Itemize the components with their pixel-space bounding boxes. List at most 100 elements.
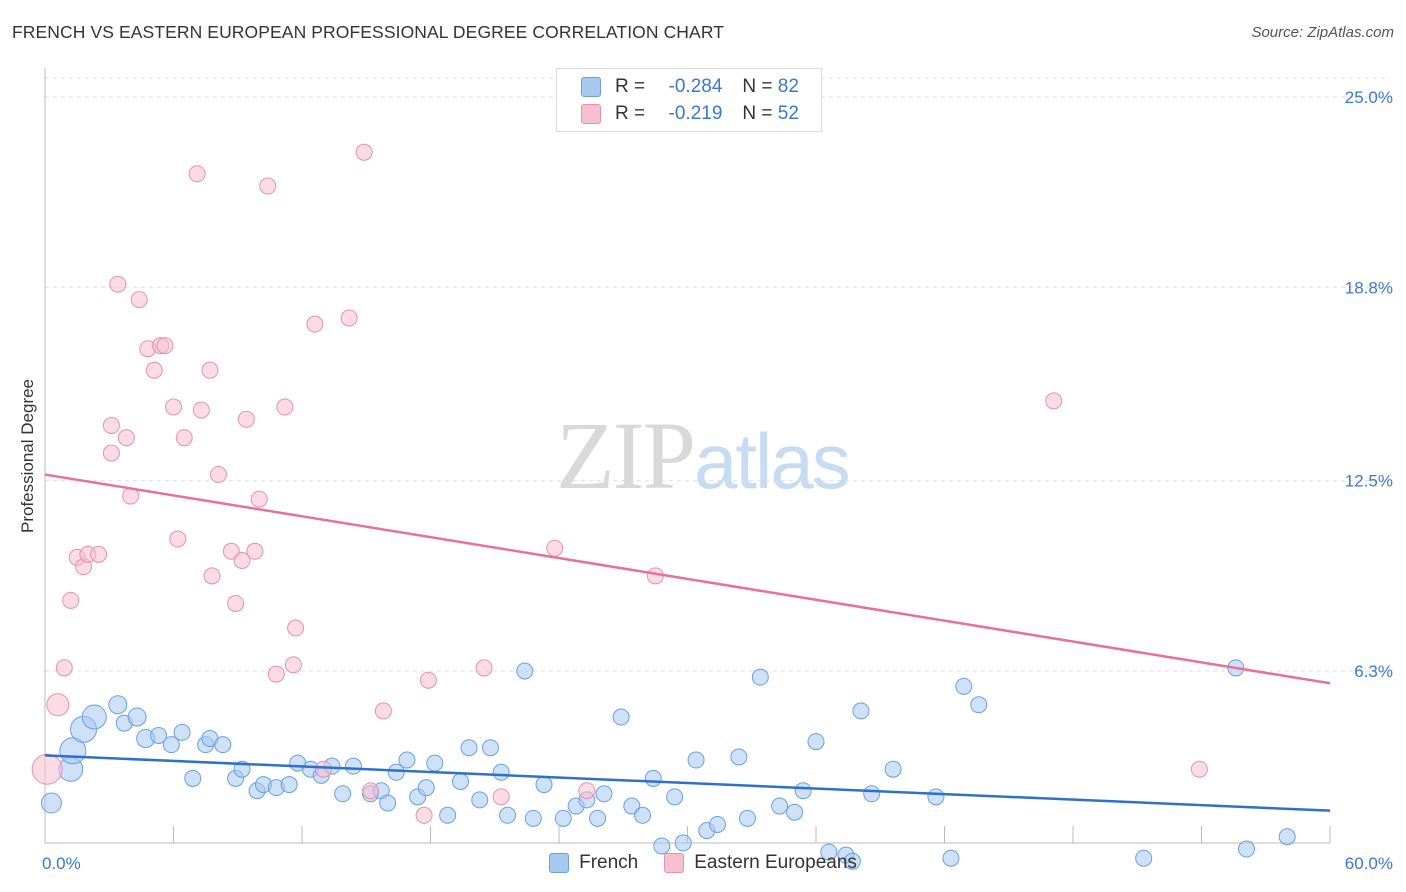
eastern-point: [276, 398, 294, 416]
french-point: [150, 726, 168, 744]
french-point: [927, 788, 945, 806]
french-point: [379, 794, 397, 812]
french-point: [738, 809, 756, 827]
legend-swatch-french: [581, 77, 601, 97]
x-tick-label: 60.0%: [1345, 854, 1393, 873]
french-point: [644, 769, 662, 787]
eastern-point: [355, 143, 373, 161]
legend-item-french: French: [549, 852, 638, 874]
eastern-point: [284, 656, 302, 674]
french-point: [214, 736, 232, 754]
eastern-point: [475, 659, 493, 677]
french-point: [852, 702, 870, 720]
eastern-point: [209, 466, 227, 484]
french-point: [516, 662, 534, 680]
legend-swatch-eastern: [581, 104, 601, 124]
eastern-point: [492, 788, 510, 806]
french-point: [398, 751, 416, 769]
french-point: [173, 723, 191, 741]
eastern-point: [227, 594, 245, 612]
eastern-point: [340, 309, 358, 327]
eastern-point: [287, 619, 305, 637]
legend-n-value: 52: [777, 103, 799, 124]
eastern-point: [102, 416, 120, 434]
zipatlas-watermark: ZIPatlas: [556, 400, 851, 511]
eastern-point: [102, 444, 120, 462]
legend-row-eastern: R = -0.219 N = 52: [581, 102, 799, 126]
correlation-legend: R = -0.284 N = 82 R = -0.219 N = 52: [556, 68, 822, 132]
eastern-trend-line: [44, 473, 1331, 685]
eastern-point: [62, 591, 80, 609]
source-label: Source: ZipAtlas.com: [1251, 24, 1394, 41]
eastern-point: [267, 665, 285, 683]
french-point: [730, 748, 748, 766]
french-point: [184, 769, 202, 787]
eastern-point: [374, 702, 392, 720]
eastern-point: [237, 410, 255, 428]
legend-r-value: -0.284: [668, 76, 723, 97]
legend-row-french: R = -0.284 N = 82: [581, 75, 799, 99]
french-point: [666, 788, 684, 806]
french-point: [481, 739, 499, 757]
french-point: [589, 809, 607, 827]
y-tick-label: 12.5%: [1345, 472, 1393, 491]
french-point: [942, 849, 960, 867]
french-point: [820, 843, 838, 861]
series-legend: French Eastern Europeans: [0, 852, 1406, 874]
chart-title: FRENCH VS EASTERN EUROPEAN PROFESSIONAL …: [12, 22, 725, 42]
eastern-point: [109, 275, 127, 293]
french-points: [40, 659, 1296, 870]
french-point: [40, 792, 62, 814]
x-tick-label: 0.0%: [42, 854, 81, 873]
french-point: [1135, 849, 1153, 867]
eastern-point: [1190, 760, 1208, 778]
y-axis-label: Professional Degree: [18, 378, 37, 534]
eastern-point: [233, 551, 251, 569]
french-point: [492, 763, 510, 781]
eastern-point: [46, 693, 70, 717]
eastern-point: [175, 429, 193, 447]
legend-item-eastern: Eastern Europeans: [664, 852, 857, 874]
eastern-point: [156, 337, 174, 355]
french-point: [751, 668, 769, 686]
french-point: [387, 763, 405, 781]
tick-labels: 6.3% 12.5% 18.8% 25.0% 0.0% 60.0%: [42, 88, 1393, 873]
french-point: [1237, 840, 1255, 858]
french-point: [708, 815, 726, 833]
french-point: [426, 754, 444, 772]
eastern-point: [362, 782, 380, 800]
eastern-points: [31, 143, 1208, 824]
french-point: [1278, 828, 1296, 846]
french-point: [843, 852, 861, 870]
french-point: [471, 791, 489, 809]
french-point: [162, 736, 180, 754]
legend-swatch-french: [549, 853, 570, 873]
french-point: [955, 677, 973, 695]
eastern-point: [145, 361, 163, 379]
eastern-point: [578, 782, 596, 800]
legend-r-value: -0.219: [668, 103, 723, 124]
french-point: [127, 707, 147, 727]
eastern-point: [201, 361, 219, 379]
french-point: [417, 779, 435, 797]
french-point: [108, 695, 128, 715]
french-point: [554, 809, 572, 827]
french-point: [653, 837, 671, 855]
eastern-point: [306, 315, 324, 333]
eastern-point: [188, 165, 206, 183]
watermark-zip: ZIP: [556, 402, 696, 509]
french-trend-line: [44, 754, 1331, 812]
eastern-point: [117, 429, 135, 447]
french-point: [451, 773, 469, 791]
french-point: [970, 696, 988, 714]
eastern-point: [90, 545, 108, 563]
legend-n-label: N =: [742, 103, 773, 124]
french-point: [499, 806, 517, 824]
french-point: [535, 776, 553, 794]
eastern-point: [419, 671, 437, 689]
eastern-point: [1045, 392, 1063, 410]
french-point: [786, 803, 804, 821]
legend-n-value: 82: [777, 76, 799, 97]
trend-lines: [44, 473, 1331, 812]
